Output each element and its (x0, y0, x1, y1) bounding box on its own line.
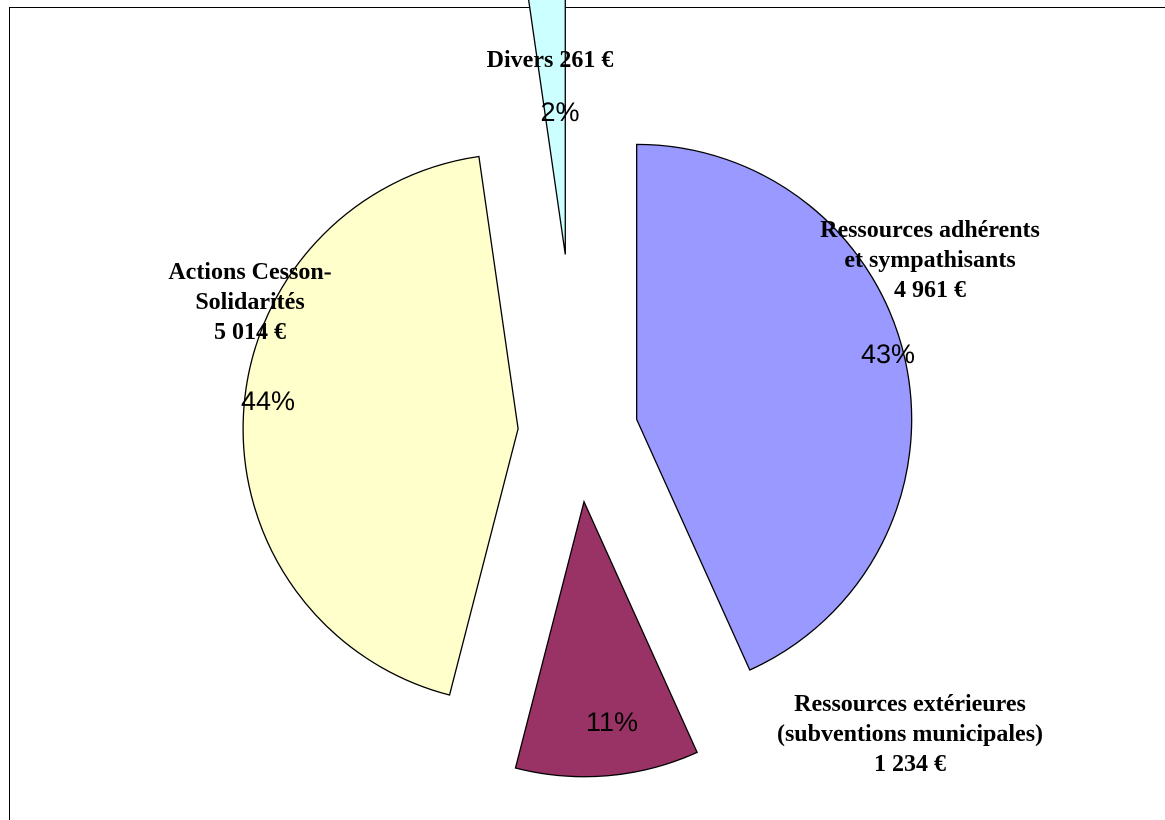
slice-label-line: Ressources extérieures (794, 691, 1026, 717)
pie-slice (242, 155, 519, 696)
pie-labels: Ressources adhérents et sympathisants 4 96… (168, 47, 1043, 777)
chart-frame (9, 7, 1165, 820)
slice-label-line: Solidarités (195, 289, 304, 315)
slice-percent-label: 43% (861, 339, 915, 369)
slice-label-line: 1 234 € (874, 751, 946, 777)
slice-label-line: Ressources adhérents (820, 217, 1040, 243)
pie-slice (527, 0, 566, 255)
slice-percent-label: 2% (540, 97, 579, 127)
slice-label-line: 4 961 € (894, 277, 966, 303)
slice-percent-label: 11% (586, 707, 638, 737)
slice-label: Divers 261 € (487, 47, 614, 73)
slice-percent-label: 44% (241, 386, 295, 416)
slice-label-line: et sympathisants (844, 247, 1015, 273)
pie-slice (636, 143, 913, 671)
slice-label-line: Actions Cesson- (168, 259, 331, 285)
slice-label-line: (subventions municipales) (777, 721, 1043, 747)
pie-slice (514, 499, 699, 778)
slice-label-line: 5 014 € (214, 319, 286, 345)
slice-label: Ressources adhérents et sympathisants 4 96… (820, 217, 1040, 303)
slice-label: Ressources extérieures (subventions munic… (777, 691, 1043, 777)
pie-slices (242, 0, 913, 778)
slice-label: Actions Cesson- Solidarités 5 014 € (168, 259, 331, 345)
slice-label-line: Divers 261 € (487, 47, 614, 73)
